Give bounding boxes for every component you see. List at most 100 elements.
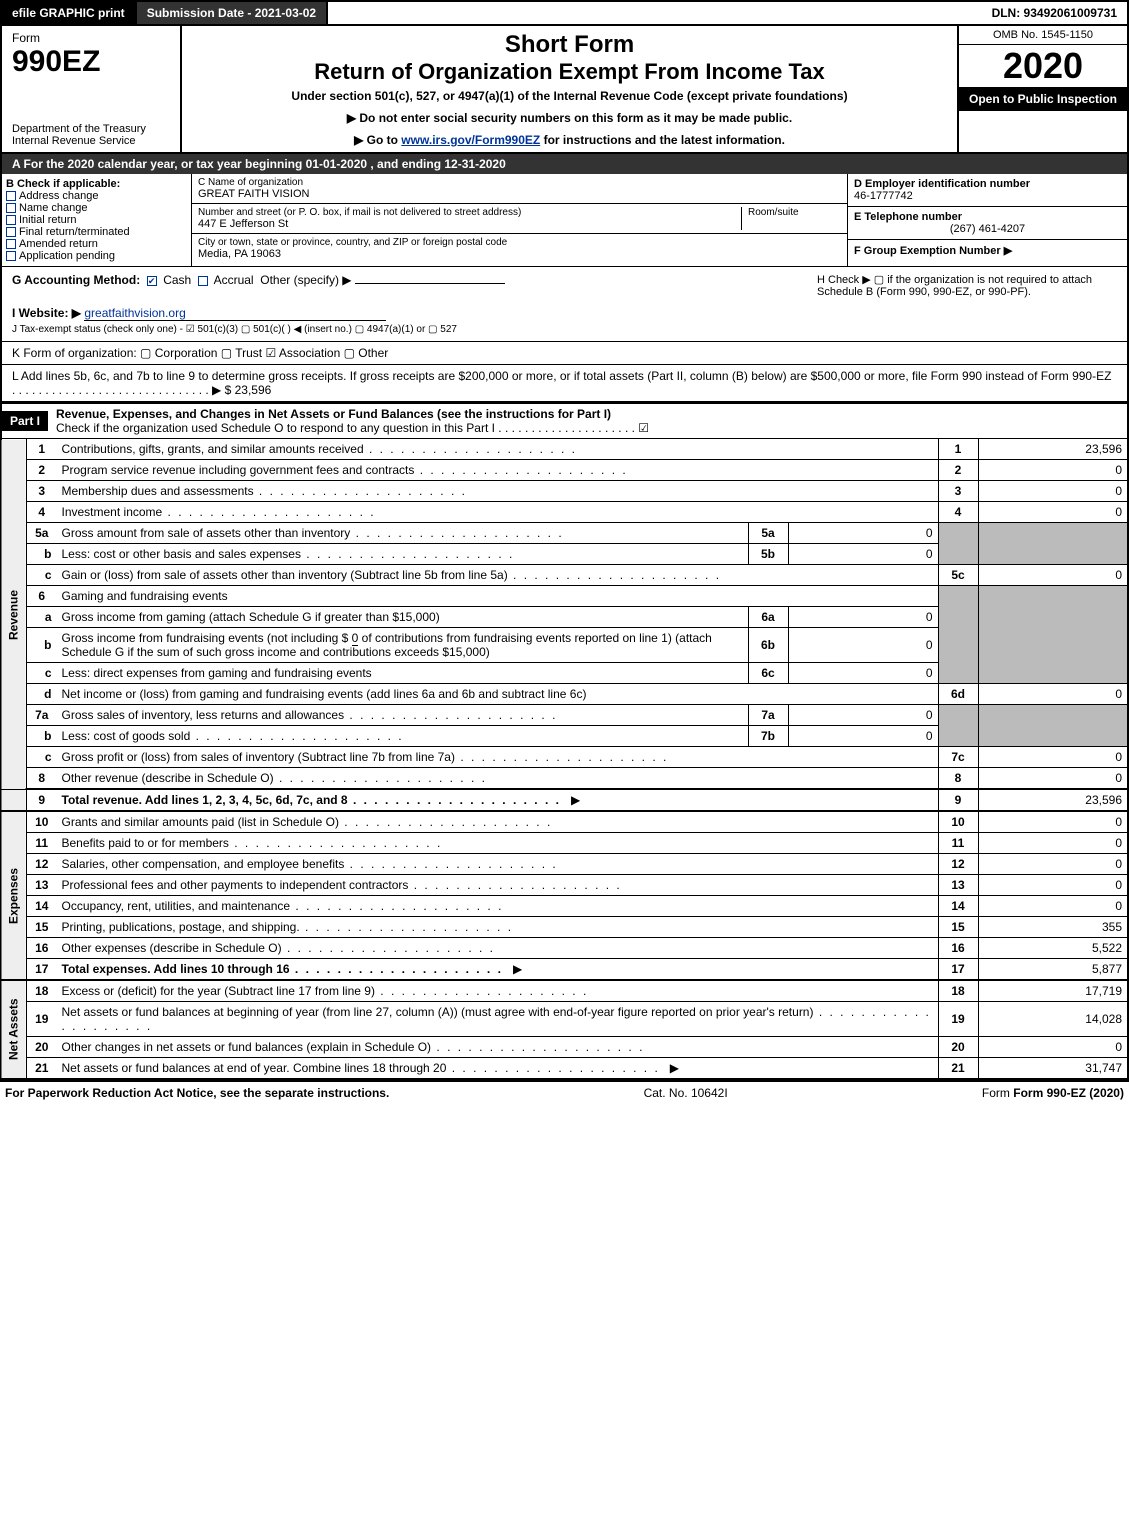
line-20-no: 20 [27,1037,57,1058]
line-9-num: 9 [938,789,978,811]
website-link[interactable]: greatfaithvision.org [84,306,385,321]
line-1-num: 1 [938,439,978,460]
line-2-num: 2 [938,460,978,481]
line-16-no: 16 [27,938,57,959]
efile-print-label[interactable]: efile GRAPHIC print [2,2,137,24]
g-label: G Accounting Method: [12,273,140,287]
footer-right: Form Form 990-EZ (2020) [982,1086,1124,1100]
note-ssn: ▶ Do not enter social security numbers o… [187,111,952,125]
line-3-num: 3 [938,481,978,502]
line-15-desc: Printing, publications, postage, and shi… [62,920,514,934]
line-11-no: 11 [27,833,57,854]
line-6-no: 6 [27,586,57,607]
footer-right-bold: Form 990-EZ (2020) [1013,1086,1124,1100]
footer-left: For Paperwork Reduction Act Notice, see … [5,1086,389,1100]
footer-center: Cat. No. 10642I [644,1086,728,1100]
section-d-e-f: D Employer identification number 46-1777… [847,174,1127,266]
line-21-num: 21 [938,1058,978,1080]
irs-link[interactable]: www.irs.gov/Form990EZ [401,133,540,147]
note-goto: ▶ Go to www.irs.gov/Form990EZ for instru… [187,133,952,147]
checkbox-name-change[interactable] [6,203,16,213]
line-6d-val: 0 [978,684,1128,705]
line-14-val: 0 [978,896,1128,917]
section-a-tax-year: A For the 2020 calendar year, or tax yea… [0,154,1129,174]
line-14-desc: Occupancy, rent, utilities, and maintena… [62,899,504,913]
line-2-val: 0 [978,460,1128,481]
top-spacer [328,2,981,24]
line-18-desc: Excess or (deficit) for the year (Subtra… [62,984,589,998]
c-addr-label: Number and street (or P. O. box, if mail… [198,207,741,218]
section-g-h-i-j: G Accounting Method: Cash Accrual Other … [0,267,1129,341]
line-14-num: 14 [938,896,978,917]
line-17-no: 17 [27,959,57,981]
ein-value: 46-1777742 [854,190,1121,202]
line-17-val: 5,877 [978,959,1128,981]
grey-6v [978,586,1128,684]
g-accrual: Accrual [214,273,254,287]
line-10-num: 10 [938,811,978,833]
b-item-2: Initial return [19,214,76,226]
line-19-desc: Net assets or fund balances at beginning… [62,1005,931,1033]
checkbox-initial-return[interactable] [6,215,16,225]
line-4-num: 4 [938,502,978,523]
line-6c-desc: Less: direct expenses from gaming and fu… [62,666,372,680]
checkbox-amended-return[interactable] [6,239,16,249]
checkbox-address-change[interactable] [6,191,16,201]
line-7b-iv: 0 [788,726,938,747]
line-5c-num: 5c [938,565,978,586]
line-19-no: 19 [27,1002,57,1037]
line-9-no: 9 [27,789,57,811]
line-6c-iv: 0 [788,663,938,684]
org-address: 447 E Jefferson St [198,218,741,230]
checkbox-cash[interactable] [147,276,157,286]
section-c: C Name of organization GREAT FAITH VISIO… [192,174,847,266]
org-city: Media, PA 19063 [198,248,841,260]
ein-label: D Employer identification number [854,178,1121,190]
header-right: OMB No. 1545-1150 2020 Open to Public In… [957,26,1127,152]
section-b: B Check if applicable: Address change Na… [2,174,192,266]
g-other-fill[interactable] [355,283,505,284]
revenue-side-label: Revenue [1,439,27,789]
line-7a-no: 7a [27,705,57,726]
checkbox-application-pending[interactable] [6,251,16,261]
header-left: Form 990EZ Department of the Treasury In… [2,26,182,152]
tax-year: 2020 [959,45,1127,87]
line-6d-num: 6d [938,684,978,705]
line-13-no: 13 [27,875,57,896]
line-12-no: 12 [27,854,57,875]
line-21-no: 21 [27,1058,57,1080]
g-cash: Cash [163,273,191,287]
grey-5 [938,523,978,565]
line-6d-no: d [27,684,57,705]
section-h: H Check ▶ ▢ if the organization is not r… [817,273,1117,298]
line-12-val: 0 [978,854,1128,875]
line-7b-desc: Less: cost of goods sold [62,729,404,743]
line-11-num: 11 [938,833,978,854]
phone-label: E Telephone number [854,211,1121,223]
line-9-val: 23,596 [978,789,1128,811]
line-6-desc: Gaming and fundraising events [57,586,939,607]
line-8-num: 8 [938,768,978,790]
checkbox-final-return[interactable] [6,227,16,237]
line-15-no: 15 [27,917,57,938]
checkbox-accrual[interactable] [198,276,208,286]
line-19-val: 14,028 [978,1002,1128,1037]
line-3-val: 0 [978,481,1128,502]
line-5c-no: c [27,565,57,586]
submission-date: Submission Date - 2021-03-02 [137,2,328,24]
line-8-val: 0 [978,768,1128,790]
line-11-val: 0 [978,833,1128,854]
line-6b-desc-a: Gross income from fundraising events (no… [62,631,352,645]
phone-value: (267) 461-4207 [854,223,1121,235]
line-12-desc: Salaries, other compensation, and employ… [62,857,558,871]
line-6a-desc: Gross income from gaming (attach Schedul… [57,607,749,628]
line-21-val: 31,747 [978,1058,1128,1080]
line-19-num: 19 [938,1002,978,1037]
line-12-num: 12 [938,854,978,875]
line-7c-desc: Gross profit or (loss) from sales of inv… [62,750,669,764]
line-6d-desc: Net income or (loss) from gaming and fun… [57,684,939,705]
line-17-num: 17 [938,959,978,981]
line-9-desc: Total revenue. Add lines 1, 2, 3, 4, 5c,… [62,793,561,807]
title-subtitle: Under section 501(c), 527, or 4947(a)(1)… [187,89,952,103]
note-goto-post: for instructions and the latest informat… [540,133,785,147]
